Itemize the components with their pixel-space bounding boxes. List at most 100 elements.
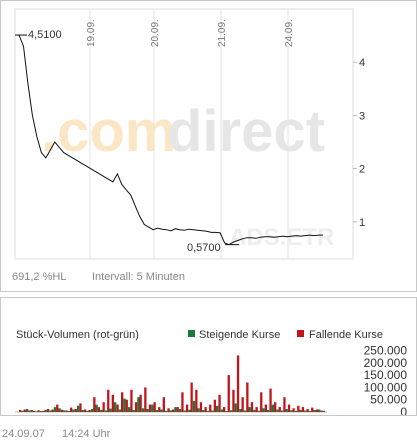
volume-bar-rising	[294, 410, 298, 412]
price-line-layer	[15, 34, 323, 246]
volume-bar-rising	[239, 409, 242, 412]
volume-bar-rising	[285, 409, 288, 412]
price-grid	[14, 8, 357, 260]
price-axis-labels: 19.09. 20.09. 21.09. 24.09. 1 2 3 4	[86, 19, 365, 229]
volume-y-label: 150.000	[364, 368, 408, 382]
volume-bar-rising	[53, 407, 57, 412]
volume-bar-rising	[86, 410, 89, 412]
volume-bar-rising	[225, 411, 228, 412]
footer-date: 24.09.07	[2, 428, 45, 440]
volume-bar-falling	[287, 404, 291, 412]
volume-bar-falling	[241, 397, 244, 412]
volume-bar-falling	[148, 404, 152, 412]
price-series-line	[18, 34, 323, 246]
volume-y-label: 0	[400, 405, 407, 415]
volume-bar-rising	[100, 409, 103, 412]
volume-bar-rising	[109, 408, 112, 412]
legend-rising-swatch	[188, 330, 195, 337]
volume-bar-falling	[19, 410, 22, 412]
volume-bar-rising	[123, 398, 126, 412]
volume-bar-falling	[195, 389, 198, 412]
volume-bar-rising	[313, 410, 316, 412]
volume-bar-rising	[179, 409, 182, 412]
volume-bar-rising	[202, 410, 205, 412]
volume-bar-falling	[134, 402, 138, 412]
volume-bar-rising	[220, 409, 223, 412]
volume-bar-falling	[227, 375, 230, 412]
volume-bar-falling	[102, 402, 105, 412]
volume-bar-falling	[199, 402, 203, 412]
volume-bar-rising	[39, 411, 43, 412]
volume-bar-rising	[197, 408, 200, 412]
watermark-right: direct	[167, 99, 325, 164]
volume-bar-rising	[276, 409, 279, 412]
volume-bar-rising	[243, 410, 247, 412]
price-chart-panel: .com direct ADS.ETR 19.09. 20.09. 21.09. 24…	[0, 0, 417, 292]
volume-bar-falling	[153, 402, 156, 412]
volume-bar-rising	[169, 410, 172, 412]
interval-text: Intervall: 5 Minuten	[92, 271, 185, 283]
volume-bar-rising	[30, 410, 33, 412]
volume-bar-falling	[70, 407, 73, 412]
volume-bar-falling	[79, 403, 82, 412]
volume-bar-falling	[172, 409, 175, 412]
volume-bar-rising	[192, 400, 196, 412]
volume-title: Stück-Volumen (rot-grün)	[16, 329, 139, 341]
legend-falling-swatch	[297, 330, 304, 337]
volume-bar-falling	[42, 410, 45, 412]
volume-bar-rising	[174, 407, 177, 412]
volume-bar-falling	[274, 402, 277, 412]
volume-bar-falling	[223, 407, 226, 412]
volume-bar-falling	[297, 405, 300, 412]
volume-bar-rising	[151, 404, 154, 412]
volume-bar-rising	[211, 410, 214, 412]
volume-bar-falling	[46, 409, 50, 412]
volume-bar-rising	[206, 410, 210, 412]
volume-y-label: 250.000	[364, 343, 408, 357]
price-date-label: 24.09.	[284, 19, 295, 47]
volume-bar-falling	[74, 409, 77, 412]
price-date-label: 20.09.	[150, 19, 161, 47]
volume-bar-falling	[130, 389, 133, 412]
volume-bar-rising	[81, 410, 84, 412]
volume-bars	[19, 355, 325, 412]
volume-bar-falling	[23, 409, 26, 412]
volume-bar-rising	[262, 408, 265, 412]
volume-bar-falling	[283, 397, 286, 412]
volume-bar-rising	[104, 410, 108, 412]
price-plot-frame	[14, 8, 354, 260]
volume-chart-panel: Stück-Volumen (rot-grün) Steigende Kurse…	[0, 297, 417, 419]
volume-bar-falling	[111, 394, 114, 412]
volume-bar-falling	[158, 407, 161, 412]
volume-bar-rising	[26, 409, 29, 412]
volume-bar-falling	[306, 409, 309, 412]
volume-bar-falling	[190, 382, 193, 412]
volume-bar-rising	[35, 411, 38, 412]
volume-bar-falling	[97, 407, 101, 412]
volume-bar-rising	[216, 405, 219, 412]
volume-bar-rising	[248, 407, 251, 412]
watermark-left: .com	[41, 99, 176, 164]
volume-bar-rising	[128, 407, 131, 412]
volume-y-label: 100.000	[364, 380, 408, 394]
volume-bar-falling	[250, 402, 254, 412]
volume-bar-falling	[51, 409, 54, 412]
legend-rising-label: Steigende Kurse	[199, 329, 280, 341]
range-text: 691,2 %HL	[12, 271, 66, 283]
volume-bar-falling	[209, 404, 212, 412]
legend-falling-label: Fallende Kurse	[309, 329, 383, 341]
volume-bar-rising	[183, 410, 186, 412]
volume-bar-falling	[60, 409, 63, 412]
volume-bar-rising	[308, 411, 312, 412]
volume-bar-rising	[137, 397, 140, 412]
volume-bar-falling	[144, 387, 147, 412]
volume-bar-rising	[72, 409, 75, 412]
footer-time: 14:24 Uhr	[62, 428, 111, 440]
volume-bar-rising	[21, 410, 24, 412]
volume-bar-falling	[311, 407, 314, 412]
price-y-label: 2	[359, 164, 365, 176]
price-date-label: 21.09.	[217, 19, 228, 47]
volume-bar-falling	[162, 397, 165, 412]
volume-bar-falling	[315, 409, 318, 412]
